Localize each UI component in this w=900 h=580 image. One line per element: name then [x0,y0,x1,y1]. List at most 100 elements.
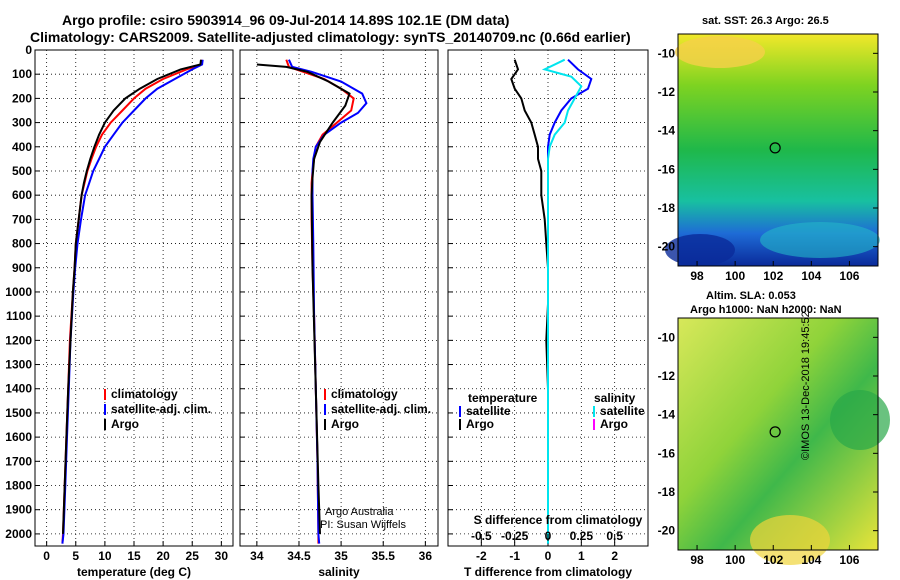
y-tick-label: 1200 [5,333,32,347]
sst-cold-patch [665,234,735,266]
series-line-1 [510,59,549,544]
series-line-0 [61,59,203,544]
sst-map-frame [677,33,879,267]
x-tick-label: 0 [545,549,552,563]
map-y-tick-label: -12 [658,85,676,99]
y-tick-label: 1500 [5,406,32,420]
main-title-line1: Argo profile: csiro 5903914_96 09-Jul-20… [62,12,510,28]
x-tick-label: 30 [215,549,229,563]
x-tick-label: 15 [127,549,141,563]
y-tick-label: 0 [25,43,32,57]
legend-label: temperature [468,391,538,405]
sst-map-title: sat. SST: 26.3 Argo: 26.5 [702,15,829,27]
secondary-x-tick-label: 0.25 [570,529,594,543]
legend-label: satellite [466,404,511,418]
legend-label: Argo [111,417,139,431]
series-line-1 [61,59,204,544]
sla-map-title-line1: Altim. SLA: 0.053 [706,290,796,302]
x-tick-label: 2 [611,549,618,563]
attribution-line2: PI: Susan Wijffels [320,519,406,531]
y-tick-label: 500 [12,164,32,178]
x-tick-label: 35 [334,549,348,563]
legend-label: climatology [111,387,178,401]
map-x-tick-label: 100 [725,269,745,283]
map-x-tick-label: 106 [839,269,859,283]
sla-map-frame [677,317,879,551]
profile-panel-2: -2 -1 0 1 2 T difference from climatology temp… [447,49,649,579]
y-tick-label: 800 [12,237,32,251]
map-y-tick-label: -10 [658,330,676,344]
x-tick-label: 5 [72,549,79,563]
main-title-line2: Climatology: CARS2009. Satellite-adjuste… [30,29,631,45]
map-x-tick-label: 104 [801,553,821,567]
profile-panel-1: 34 34.5 35 35.5 36 salinity climatologysatelli… [239,49,439,579]
y-tick-label: 1400 [5,382,32,396]
map-y-tick-label: -16 [658,162,676,176]
map-y-tick-label: -12 [658,369,676,383]
series-line-2 [256,63,351,534]
sla-low-patch [830,390,890,450]
x-tick-label: 25 [186,549,200,563]
legend-label: Argo [331,417,359,431]
y-tick-label: 1000 [5,285,32,299]
map-x-tick-label: 98 [690,269,704,283]
argo-location-marker [769,426,781,438]
legend-label: salinity [594,391,636,405]
x-axis-label: temperature (deg C) [77,565,191,579]
map-x-tick-label: 100 [725,553,745,567]
secondary-x-tick-label: 0.5 [606,529,623,543]
y-tick-label: 200 [12,91,32,105]
x-tick-label: 10 [98,549,112,563]
sla-map-axes: 98 100 102 104 106 -10 -12 -14 -16 -18 -20 [658,330,878,567]
y-tick-label: 2000 [5,527,32,541]
map-x-tick-label: 106 [839,553,859,567]
map-y-tick-label: -14 [658,408,676,422]
y-tick-label: 700 [12,212,32,226]
legend-label: climatology [331,387,398,401]
y-tick-label: 400 [12,140,32,154]
y-tick-label: 300 [12,116,32,130]
sla-map [677,317,890,565]
legend-label: Argo [466,417,494,431]
map-x-tick-label: 104 [801,269,821,283]
series-line-2 [62,59,202,534]
x-tick-label: 20 [156,549,170,563]
map-y-tick-label: -16 [658,446,676,460]
legend-label: satellite-adj. clim. [331,402,431,416]
sla-map-title-line2: Argo h1000: NaN h2000: NaN [690,304,842,316]
x-tick-label: -1 [509,549,520,563]
map-y-tick-label: -18 [658,201,676,215]
y-tick-label: 1800 [5,479,32,493]
y-tick-label: 900 [12,261,32,275]
panel-frame [239,49,439,547]
y-tick-label: 100 [12,67,32,81]
sst-warm-patch [675,36,765,68]
sst-map-axes: 98 100 102 104 106 -10 -12 -14 -16 -18 -20 [658,46,878,283]
y-tick-label: 1900 [5,503,32,517]
map-x-tick-label: 98 [690,553,704,567]
sst-cool-patch [760,222,880,258]
map-y-tick-label: -20 [658,240,676,254]
attribution-line1: Argo Australia [325,506,394,518]
y-tick-label: 600 [12,188,32,202]
map-y-tick-label: -14 [658,124,676,138]
x-tick-label: 34.5 [287,549,311,563]
y-tick-label: 1600 [5,430,32,444]
map-y-tick-label: -10 [658,46,676,60]
series-line-0 [547,58,593,544]
secondary-axis-title: S difference from climatology [474,513,643,527]
legend-label: satellite-adj. clim. [111,402,211,416]
secondary-x-tick-label: -0.25 [501,529,529,543]
argo-location-marker [769,142,781,154]
x-tick-label: 1 [578,549,585,563]
series-line-2 [541,58,583,544]
map-x-tick-label: 102 [763,269,783,283]
legend-label: Argo [600,417,628,431]
x-axis-label: T difference from climatology [464,565,632,579]
y-tick-label: 1700 [5,454,32,468]
x-tick-label: 35.5 [372,549,396,563]
map-y-tick-label: -20 [658,524,676,538]
profile-panel-0: 0 5 10 15 20 25 300100200300400500600700800900… [5,43,234,579]
map-y-tick-label: -18 [658,485,676,499]
